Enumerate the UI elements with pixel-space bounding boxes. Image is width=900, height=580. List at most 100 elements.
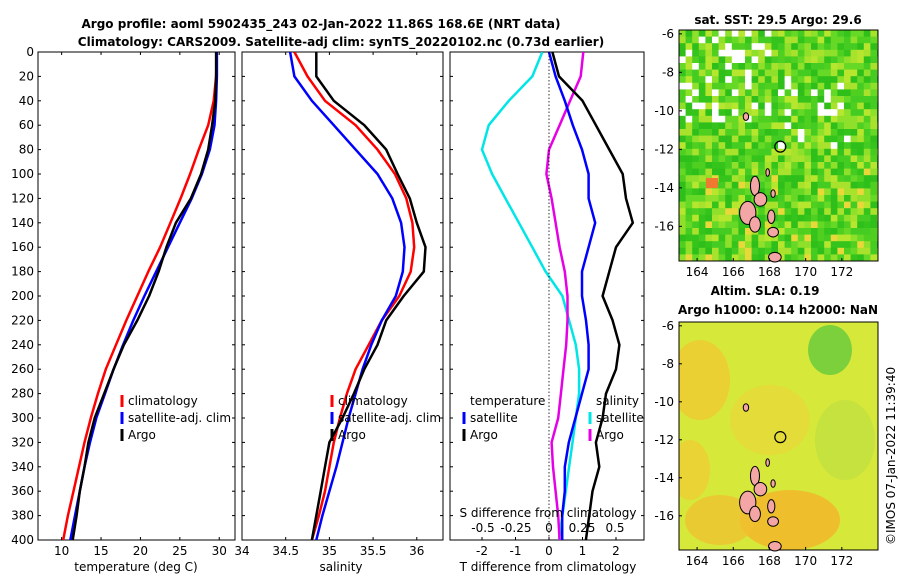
sst-cell xyxy=(731,82,739,90)
sst-cell xyxy=(784,201,792,209)
sst-cell xyxy=(844,63,851,70)
sst-cell xyxy=(830,241,838,249)
sst-cell xyxy=(698,254,706,261)
sst-cell xyxy=(698,148,706,156)
sst-cell xyxy=(731,228,739,235)
sst-cell xyxy=(745,56,752,64)
sst-cell xyxy=(784,142,792,150)
island-shape xyxy=(768,251,782,263)
sst-cell xyxy=(797,168,805,176)
sst-cell xyxy=(712,135,719,143)
depth-tick-label: 100 xyxy=(11,167,34,181)
sst-cell xyxy=(692,254,700,261)
sst-cell xyxy=(857,122,865,130)
sst-cell xyxy=(778,201,785,209)
sst-cell xyxy=(784,43,792,51)
sst-cell xyxy=(824,228,832,235)
sst-cell xyxy=(731,241,739,249)
sst-cell xyxy=(725,82,733,90)
sst-cell xyxy=(692,148,700,156)
sst-cell xyxy=(791,69,799,77)
sst-cell xyxy=(784,89,792,97)
sst-cell xyxy=(830,109,838,117)
sst-cell xyxy=(731,214,739,222)
sst-cell xyxy=(817,36,825,44)
sst-cell xyxy=(844,43,851,51)
sst-cell xyxy=(751,63,759,70)
sst-cell xyxy=(725,43,733,51)
sst-cell xyxy=(679,96,686,103)
sst-cell xyxy=(764,155,772,163)
sst-cell xyxy=(817,115,825,123)
lon-tick-label: 170 xyxy=(794,554,817,568)
sst-cell xyxy=(778,36,785,44)
sst-cell xyxy=(870,96,878,103)
sst-cell xyxy=(731,76,739,84)
sst-cell xyxy=(850,162,858,169)
sst-cell xyxy=(830,56,838,64)
sst-cell xyxy=(751,201,759,209)
sst-cell xyxy=(850,129,858,136)
sst-cell xyxy=(764,122,772,130)
sst-cell xyxy=(817,221,825,229)
sst-cell xyxy=(705,214,713,222)
legend-salinity-header: salinity xyxy=(596,394,639,408)
sst-cell xyxy=(837,254,845,261)
sst-cell xyxy=(725,221,733,229)
sst-cell xyxy=(698,36,706,44)
sst-cell xyxy=(863,122,871,130)
depth-tick-label: 200 xyxy=(11,289,34,303)
sst-cell xyxy=(764,247,772,255)
sst-cell xyxy=(751,76,759,84)
sst-cell xyxy=(764,63,772,70)
figure-title-line1: Argo profile: aoml 5902435_243 02-Jan-20… xyxy=(82,17,561,32)
sst-cell xyxy=(745,135,752,143)
sst-cell xyxy=(811,162,818,169)
sst-cell xyxy=(830,175,838,183)
sst-cell xyxy=(731,129,739,136)
sst-cell xyxy=(751,148,759,156)
sst-cell xyxy=(692,201,700,209)
sst-cell xyxy=(804,30,812,37)
sst-cell xyxy=(718,102,726,110)
sst-cell xyxy=(771,109,779,117)
sst-cell xyxy=(778,69,785,77)
sst-cell xyxy=(758,254,766,261)
sst-cell xyxy=(778,82,785,90)
sst-cell xyxy=(804,96,812,103)
sst-cell xyxy=(718,214,726,222)
sst-cell xyxy=(771,56,779,64)
sst-cell xyxy=(738,254,746,261)
sst-cell xyxy=(863,188,871,196)
sst-cell xyxy=(745,181,752,189)
sst-cell xyxy=(837,76,845,84)
sst-cell xyxy=(850,69,858,77)
sla-map-axes: 164 166 168 170 172 -6 -8 -10 -12 -14 -16 xyxy=(654,319,853,568)
lat-tick-label: -10 xyxy=(654,395,674,409)
sst-cell xyxy=(731,155,739,163)
sst-cell xyxy=(679,115,686,123)
sst-cell xyxy=(725,135,733,143)
sst-cell xyxy=(857,49,865,57)
sst-cell xyxy=(778,49,785,57)
sst-cell xyxy=(857,30,865,37)
sst-cell xyxy=(811,135,818,143)
sst-cell xyxy=(863,115,871,123)
sst-cell xyxy=(863,208,871,216)
sst-cell xyxy=(811,102,818,110)
sst-cell xyxy=(758,36,766,44)
depth-tick-label: 40 xyxy=(19,94,34,108)
sst-cell xyxy=(685,36,693,44)
sst-cell xyxy=(837,102,845,110)
sst-cell xyxy=(738,56,746,64)
sst-cell xyxy=(705,254,713,261)
sst-cell xyxy=(863,142,871,150)
sst-cell xyxy=(817,241,825,249)
sst-cell xyxy=(764,148,772,156)
depth-tick-label: 140 xyxy=(11,216,34,230)
sst-cell xyxy=(679,142,686,150)
depth-tick-label: 20 xyxy=(19,69,34,83)
sst-cell xyxy=(784,30,792,37)
sst-cell xyxy=(731,234,739,242)
series-line-climatology xyxy=(61,52,219,540)
